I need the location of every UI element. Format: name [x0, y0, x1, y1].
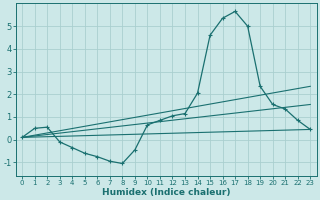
X-axis label: Humidex (Indice chaleur): Humidex (Indice chaleur): [102, 188, 230, 197]
